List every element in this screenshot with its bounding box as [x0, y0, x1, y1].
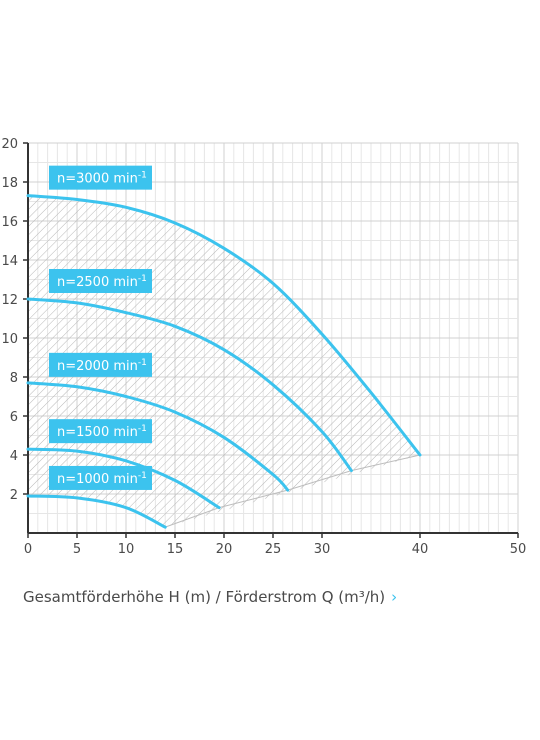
chart-tick-labels: 0 5 10 15 20 25 30 40 50 2 4 6 8 10 12 14 16 18 20	[1, 137, 526, 557]
series-line	[26, 194, 422, 457]
series-label-text: n=1500 min-1	[57, 424, 147, 440]
y-tick-label: 6	[10, 410, 18, 425]
series-label: n=2500 min-1	[49, 269, 152, 293]
y-tick-label: 16	[1, 215, 18, 230]
series-line	[26, 381, 290, 492]
x-tick-label: 40	[412, 542, 429, 557]
series-label-box	[49, 352, 152, 377]
series-label: n=1500 min-1	[49, 419, 152, 444]
y-tick-label: 18	[1, 176, 18, 191]
series-label: n=3000 min-1	[49, 165, 152, 190]
x-tick-label: 30	[314, 542, 331, 557]
y-tick-label: 10	[1, 332, 18, 347]
series-label-text: n=2000 min-1	[57, 358, 147, 374]
x-tick-label: 20	[216, 542, 233, 557]
series-label-box	[49, 465, 152, 490]
x-tick-label: 0	[24, 542, 32, 557]
series-label-box	[49, 165, 152, 190]
series-line	[26, 297, 353, 473]
series-label-box	[49, 419, 152, 444]
y-tick-label: 4	[10, 449, 18, 464]
x-tick-label: 25	[265, 542, 282, 557]
series-label-superscript: -1	[138, 274, 147, 284]
series-line	[26, 494, 167, 529]
series-label-superscript: -1	[138, 171, 147, 181]
chevron-right-icon: ›	[391, 588, 398, 606]
series-label-text: n=2500 min-1	[57, 274, 147, 290]
x-tick-label: 10	[118, 542, 135, 557]
chart-caption-text: Gesamtförderhöhe H (m) / Förderstrom Q (…	[23, 588, 386, 606]
series-label: n=1000 min-1	[49, 465, 152, 490]
y-tick-label: 14	[1, 254, 18, 269]
x-tick-label: 50	[510, 542, 527, 557]
x-tick-label: 15	[167, 542, 184, 557]
series-label-superscript: -1	[138, 471, 147, 481]
chart-caption-link[interactable]: Gesamtförderhöhe H (m) / Förderstrom Q (…	[23, 588, 397, 606]
pump-curve-chart: n=3000 min-1 n=2500 min-1 n=2000 min-1 n=15…	[1, 137, 526, 557]
y-tick-label: 12	[1, 293, 18, 308]
series-label-superscript: -1	[138, 358, 147, 368]
x-tick-label: 5	[73, 542, 81, 557]
y-tick-label: 2	[10, 488, 18, 503]
series-label-text: n=3000 min-1	[57, 171, 147, 187]
y-tick-label: 8	[10, 371, 18, 386]
series-label-box	[49, 269, 152, 293]
chart-series-labels: n=3000 min-1 n=2500 min-1 n=2000 min-1 n=15…	[49, 165, 152, 490]
chart-axes	[23, 142, 519, 538]
series-label: n=2000 min-1	[49, 352, 152, 377]
chart-curves	[26, 194, 422, 529]
series-line	[26, 447, 221, 510]
series-label-superscript: -1	[138, 424, 147, 434]
y-tick-label: 20	[1, 137, 18, 152]
series-label-text: n=1000 min-1	[57, 471, 147, 487]
